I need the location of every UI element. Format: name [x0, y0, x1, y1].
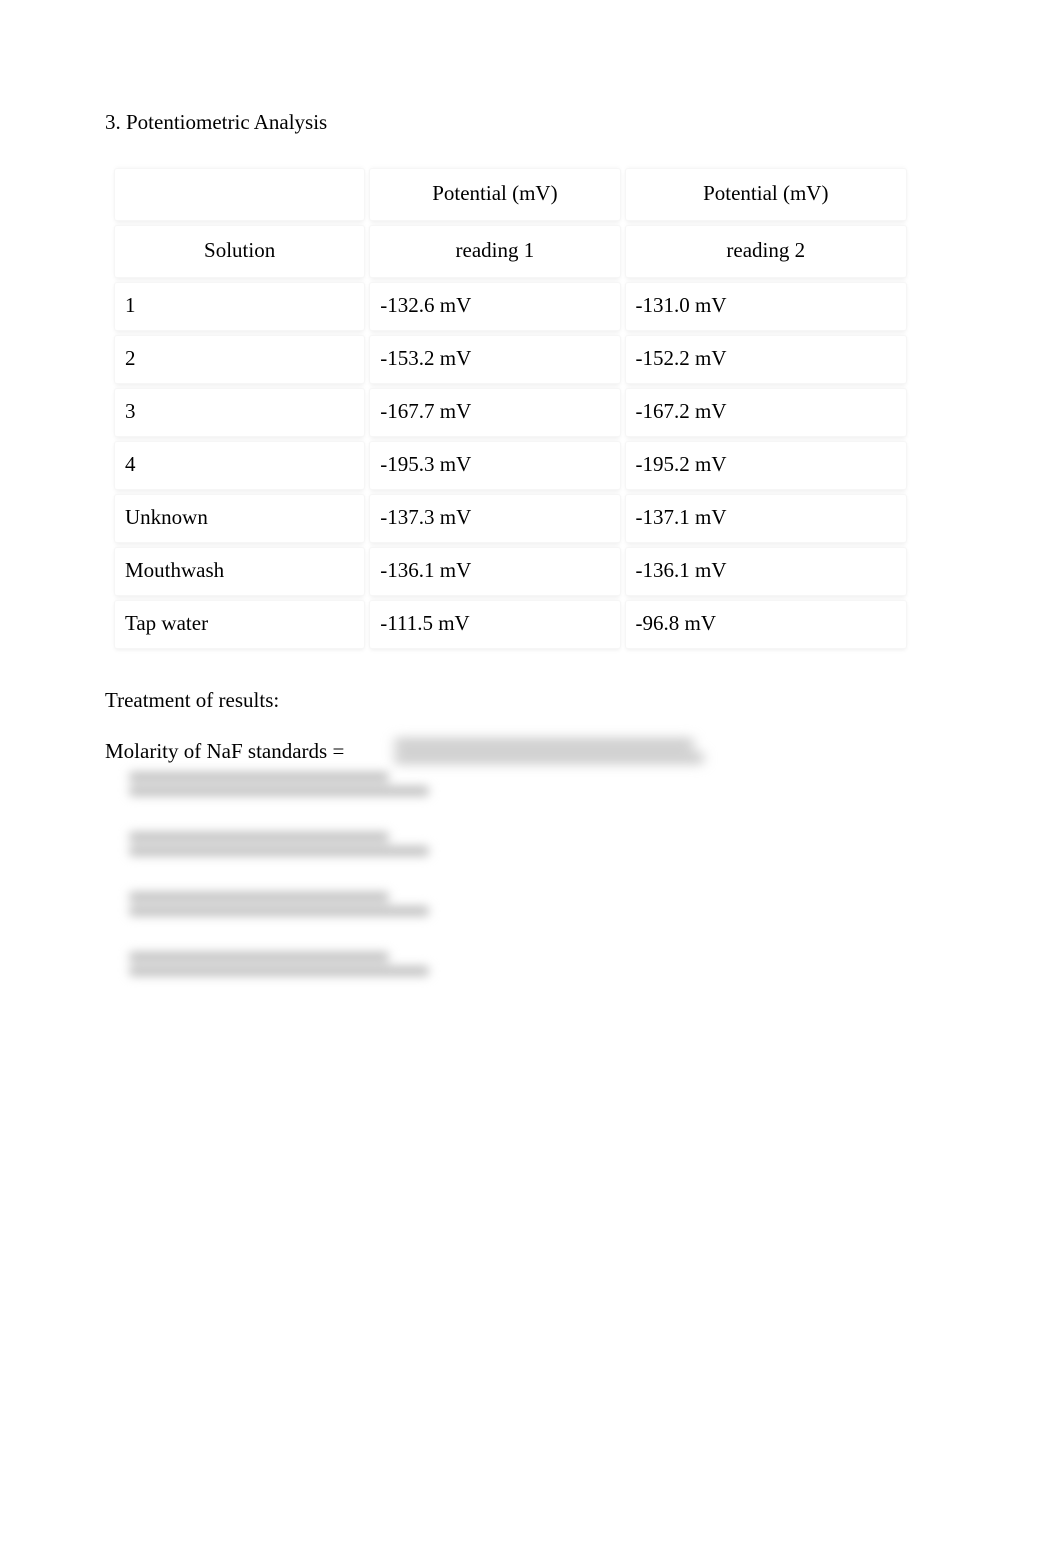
- obscured-bar: [129, 846, 429, 856]
- cell-solution: 1: [115, 283, 364, 330]
- cell-reading-2: -137.1 mV: [626, 495, 906, 542]
- header-potential-2: Potential (mV): [626, 169, 906, 220]
- cell-solution: 2: [115, 336, 364, 383]
- table-row: 2 -153.2 mV -152.2 mV: [115, 336, 906, 383]
- cell-reading-2: -131.0 mV: [626, 283, 906, 330]
- cell-reading-1: -195.3 mV: [370, 442, 619, 489]
- table-row: Mouthwash -136.1 mV -136.1 mV: [115, 548, 906, 595]
- obscured-bar: [129, 952, 389, 962]
- obscured-bar: [129, 906, 429, 916]
- obscured-fraction: [129, 832, 429, 856]
- cell-solution: Unknown: [115, 495, 364, 542]
- molarity-label: Molarity of NaF standards =: [105, 739, 344, 764]
- header-potential-1: Potential (mV): [370, 169, 619, 220]
- cell-solution: 4: [115, 442, 364, 489]
- table-header-row-2: Solution reading 1 reading 2: [115, 226, 906, 277]
- section-title: 3. Potentiometric Analysis: [105, 110, 962, 135]
- molarity-definition-row: Molarity of NaF standards =: [105, 739, 962, 764]
- header-reading-1: reading 1: [370, 226, 619, 277]
- potentiometric-table-wrap: Potential (mV) Potential (mV) Solution r…: [109, 163, 912, 654]
- header-reading-2: reading 2: [626, 226, 906, 277]
- cell-reading-2: -136.1 mV: [626, 548, 906, 595]
- cell-solution: Mouthwash: [115, 548, 364, 595]
- obscured-fraction: [129, 892, 429, 916]
- potentiometric-table: Potential (mV) Potential (mV) Solution r…: [109, 163, 912, 654]
- obscured-row: [105, 892, 962, 916]
- header-solution: Solution: [115, 226, 364, 277]
- obscured-calculations: [105, 772, 962, 976]
- obscured-bar: [394, 739, 694, 749]
- obscured-row: [105, 952, 962, 976]
- cell-solution: Tap water: [115, 601, 364, 648]
- obscured-bar: [129, 772, 389, 782]
- obscured-row: [105, 832, 962, 856]
- table-row: 3 -167.7 mV -167.2 mV: [115, 389, 906, 436]
- cell-reading-2: -152.2 mV: [626, 336, 906, 383]
- obscured-row: [105, 772, 962, 796]
- treatment-title: Treatment of results:: [105, 688, 962, 713]
- cell-reading-1: -111.5 mV: [370, 601, 619, 648]
- cell-reading-1: -136.1 mV: [370, 548, 619, 595]
- table-row: Unknown -137.3 mV -137.1 mV: [115, 495, 906, 542]
- header-empty: [115, 169, 364, 220]
- obscured-bar: [129, 832, 389, 842]
- obscured-fraction: [129, 772, 429, 796]
- obscured-bar: [129, 966, 429, 976]
- table-header-row-1: Potential (mV) Potential (mV): [115, 169, 906, 220]
- cell-reading-1: -137.3 mV: [370, 495, 619, 542]
- cell-reading-1: -167.7 mV: [370, 389, 619, 436]
- cell-reading-2: -96.8 mV: [626, 601, 906, 648]
- cell-reading-1: -132.6 mV: [370, 283, 619, 330]
- obscured-bar: [129, 786, 429, 796]
- table-row: 1 -132.6 mV -131.0 mV: [115, 283, 906, 330]
- obscured-bar: [129, 892, 389, 902]
- obscured-formula: [394, 739, 704, 763]
- cell-reading-2: -167.2 mV: [626, 389, 906, 436]
- page: 3. Potentiometric Analysis Potential (mV…: [0, 0, 1062, 1561]
- table-row: Tap water -111.5 mV -96.8 mV: [115, 601, 906, 648]
- cell-reading-1: -153.2 mV: [370, 336, 619, 383]
- cell-solution: 3: [115, 389, 364, 436]
- cell-reading-2: -195.2 mV: [626, 442, 906, 489]
- obscured-bar: [394, 753, 704, 763]
- obscured-fraction: [129, 952, 429, 976]
- obscured-fraction: [394, 739, 704, 763]
- table-row: 4 -195.3 mV -195.2 mV: [115, 442, 906, 489]
